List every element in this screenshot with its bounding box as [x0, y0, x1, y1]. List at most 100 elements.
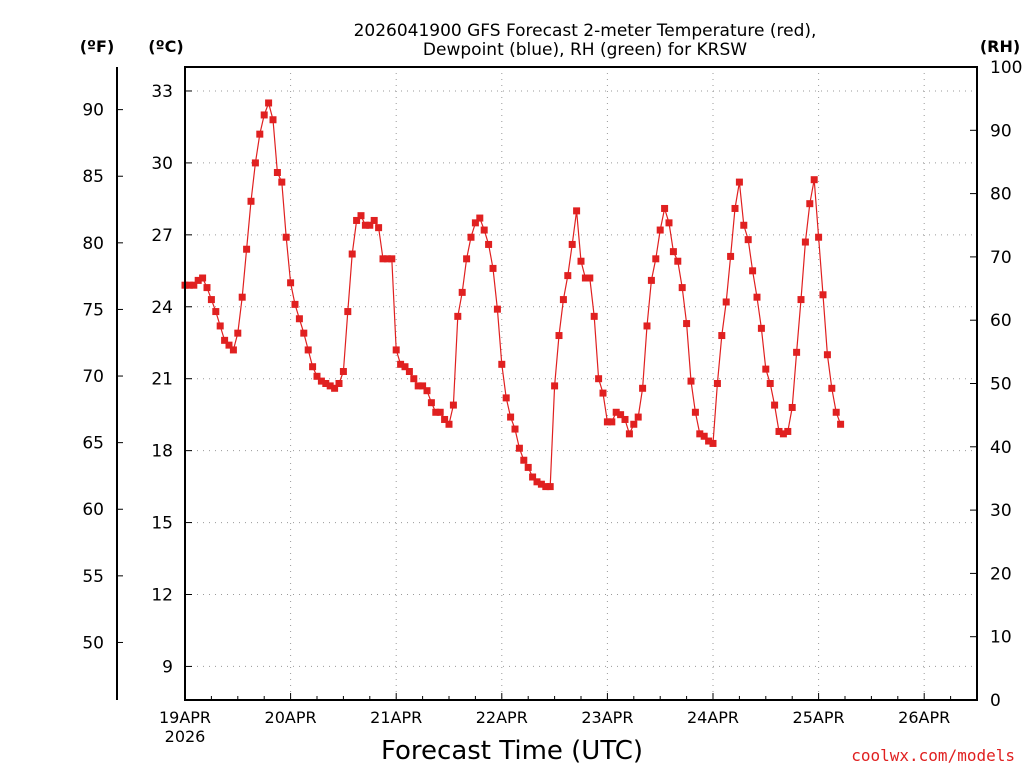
credit-label: coolwx.com/models: [851, 746, 1015, 765]
x-tick-label: 25APR: [793, 708, 845, 727]
rh-unit-label: (RH): [980, 37, 1020, 56]
c-tick-label: 33: [151, 82, 173, 102]
x-axis-year-label: 2026: [165, 727, 206, 746]
data-point: [199, 274, 207, 282]
fahrenheit-unit-label: (ºF): [80, 37, 115, 56]
rh-tick-label: 80: [990, 185, 1012, 205]
data-point: [656, 226, 664, 234]
data-point: [537, 480, 545, 488]
data-point: [621, 415, 629, 423]
y-axis-ticks: 9 12 15 18 21 24 27 30 33 50 55 60 65 70 75 80 85 90 0 10 20…: [82, 58, 1022, 711]
data-point: [819, 291, 827, 299]
c-tick-label: 15: [151, 514, 173, 534]
data-point: [445, 420, 453, 428]
f-tick-label: 80: [82, 234, 104, 254]
rh-tick-label: 30: [990, 501, 1012, 521]
data-point: [480, 226, 488, 234]
data-point: [234, 329, 242, 337]
data-point: [348, 250, 356, 258]
data-point: [678, 284, 686, 292]
f-tick-label: 85: [82, 167, 104, 187]
data-point: [766, 380, 774, 387]
data-point: [713, 380, 721, 387]
data-point: [810, 176, 818, 184]
data-point: [203, 284, 211, 292]
data-point: [375, 224, 383, 232]
x-axis-ticks: 19APR 20APR 21APR 22APR 23APR 24APR 25APR 26APR: [159, 693, 952, 727]
f-tick-label: 60: [82, 500, 104, 520]
data-point: [287, 279, 295, 287]
data-point: [388, 255, 396, 263]
c-tick-label: 12: [151, 586, 173, 606]
data-point: [749, 267, 757, 275]
data-point: [441, 415, 449, 423]
data-point: [753, 293, 761, 301]
f-tick-label: 55: [82, 567, 104, 587]
data-point: [731, 204, 739, 212]
rh-tick-label: 10: [990, 628, 1012, 648]
data-point: [414, 382, 422, 390]
data-point: [207, 296, 215, 304]
data-point: [779, 430, 787, 438]
c-tick-label: 24: [151, 298, 173, 318]
series-line: [185, 101, 842, 488]
rh-tick-label: 90: [990, 121, 1012, 141]
data-point: [463, 255, 471, 263]
data-point: [559, 296, 567, 304]
data-point: [229, 346, 237, 354]
data-point: [832, 408, 840, 416]
data-point: [269, 116, 277, 124]
x-tick-label: 23APR: [581, 708, 633, 727]
data-point: [282, 233, 290, 241]
data-point: [489, 264, 497, 272]
data-point: [577, 257, 585, 265]
data-point: [520, 456, 528, 464]
data-point: [652, 255, 660, 263]
data-point: [326, 382, 334, 390]
data-point: [221, 336, 229, 344]
data-point: [828, 384, 836, 392]
data-point: [507, 413, 515, 421]
data-point: [304, 346, 312, 354]
data-point: [397, 360, 405, 368]
data-point: [366, 221, 374, 229]
data-point: [212, 308, 220, 316]
data-point: [357, 212, 365, 220]
data-point: [265, 99, 273, 107]
data-point: [771, 401, 779, 409]
data-point: [617, 411, 625, 419]
data-point: [555, 332, 563, 340]
rh-tick-label: 100: [990, 58, 1022, 78]
data-point: [625, 430, 633, 438]
x-tick-label: 20APR: [265, 708, 317, 727]
data-point: [370, 216, 378, 224]
data-point: [427, 399, 435, 407]
data-point: [524, 463, 532, 471]
data-point: [379, 255, 387, 263]
data-point: [788, 403, 796, 411]
data-point: [735, 178, 743, 186]
f-tick-label: 75: [82, 300, 104, 320]
data-point: [432, 408, 440, 416]
x-tick-label: 19APR: [159, 708, 211, 727]
x-tick-label: 26APR: [898, 708, 950, 727]
x-tick-label: 22APR: [476, 708, 528, 727]
data-point: [493, 305, 501, 313]
c-tick-label: 21: [151, 370, 173, 390]
data-point: [762, 365, 770, 373]
data-point: [190, 281, 198, 289]
f-tick-label: 65: [82, 434, 104, 454]
data-point: [476, 214, 484, 222]
data-point: [722, 298, 730, 306]
data-point: [837, 420, 845, 428]
rh-tick-label: 70: [990, 248, 1012, 268]
data-point: [709, 439, 717, 447]
data-point: [727, 252, 735, 260]
data-point: [225, 341, 233, 349]
data-point: [612, 408, 620, 416]
data-point: [564, 272, 572, 280]
data-point: [573, 207, 581, 215]
data-point: [718, 332, 726, 340]
data-point: [309, 363, 317, 371]
data-point: [608, 418, 616, 426]
